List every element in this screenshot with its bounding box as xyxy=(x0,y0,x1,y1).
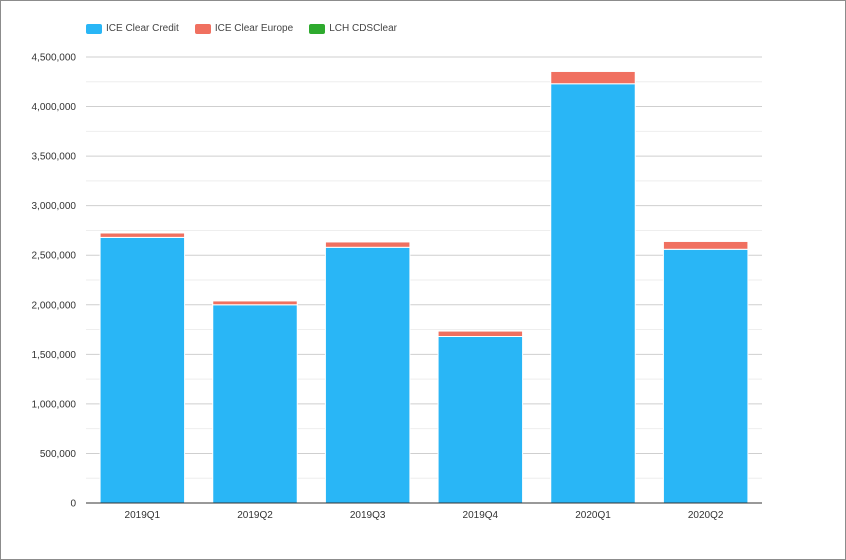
legend-label-ice-clear-credit: ICE Clear Credit xyxy=(106,23,179,34)
y-tick-label: 1,000,000 xyxy=(32,399,77,410)
bar-ice-clear-europe-2019q2[interactable] xyxy=(212,300,298,306)
x-tick-label: 2020Q1 xyxy=(575,510,611,521)
legend-item-ice-clear-credit[interactable]: ICE Clear Credit xyxy=(86,23,179,34)
legend-item-lch-cdsclear[interactable]: LCH CDSClear xyxy=(309,23,397,34)
y-tick-label: 4,500,000 xyxy=(32,53,77,64)
legend-swatch-ice-clear-europe xyxy=(194,23,211,34)
legend-swatch-lch-cdsclear xyxy=(309,23,326,34)
bar-ice-clear-credit-2019q3[interactable] xyxy=(324,246,411,504)
bars xyxy=(99,69,749,504)
bar-ice-clear-credit-2019q2[interactable] xyxy=(212,304,298,504)
bar-ice-clear-credit-2020q1[interactable] xyxy=(550,83,636,504)
y-tick-label: 0 xyxy=(70,499,76,510)
y-axis: 0 500,000 1,000,000 1,500,000 2,000,000 2,500… xyxy=(32,53,77,510)
bar-lch-cdsclear-2020q2[interactable] xyxy=(662,240,749,242)
y-tick-label: 500,000 xyxy=(40,449,77,460)
bar-ice-clear-credit-2019q1[interactable] xyxy=(99,236,186,504)
grid-lines xyxy=(86,56,762,479)
x-tick-label: 2020Q2 xyxy=(688,510,724,521)
bar-ice-clear-europe-2020q1[interactable] xyxy=(550,70,636,85)
bar-ice-clear-credit-2019q4[interactable] xyxy=(437,335,524,504)
bar-ice-clear-europe-2019q4[interactable] xyxy=(437,330,524,337)
bar-ice-clear-europe-2019q1[interactable] xyxy=(99,232,186,238)
x-tick-label: 2019Q2 xyxy=(237,510,273,521)
y-tick-label: 4,000,000 xyxy=(32,102,77,113)
bar-ice-clear-credit-2020q2[interactable] xyxy=(662,248,749,504)
legend-label-lch-cdsclear: LCH CDSClear xyxy=(329,23,397,34)
y-tick-label: 3,500,000 xyxy=(32,152,77,163)
legend-swatch-ice-clear-credit xyxy=(86,23,102,34)
x-tick-label: 2019Q3 xyxy=(350,510,386,521)
y-tick-label: 3,000,000 xyxy=(32,201,77,212)
x-tick-label: 2019Q4 xyxy=(463,510,499,521)
legend: ICE Clear Credit ICE Clear Europe LCH CD… xyxy=(86,23,413,34)
y-tick-label: 2,000,000 xyxy=(32,300,77,311)
bar-ice-clear-europe-2020q2[interactable] xyxy=(662,240,749,250)
x-axis: 2019Q1 2019Q2 2019Q3 2019Q4 2020Q1 2020Q2 xyxy=(86,502,762,521)
bar-ice-clear-europe-2019q3[interactable] xyxy=(324,241,411,248)
x-tick-label: 2019Q1 xyxy=(125,510,161,521)
legend-label-ice-clear-europe: ICE Clear Europe xyxy=(214,23,294,34)
bar-lch-cdsclear-2020q1[interactable] xyxy=(550,69,636,72)
y-tick-label: 2,500,000 xyxy=(32,251,77,262)
y-tick-label: 1,500,000 xyxy=(32,350,77,361)
legend-item-ice-clear-europe[interactable]: ICE Clear Europe xyxy=(194,23,294,34)
